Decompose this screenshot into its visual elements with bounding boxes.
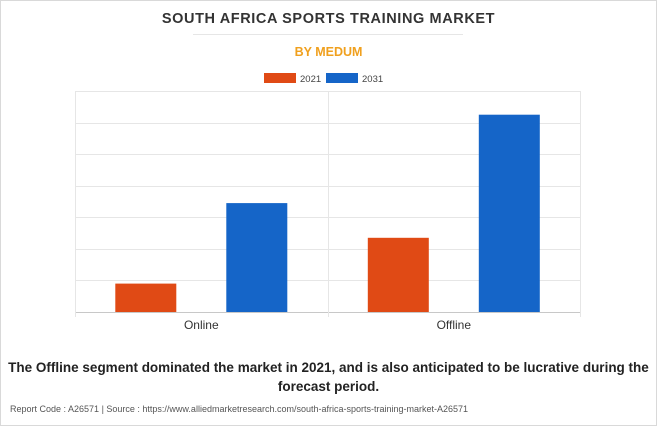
bar-online-2021 xyxy=(115,283,177,312)
legend-swatch-2031 xyxy=(326,73,358,83)
chart-caption: The Offline segment dominated the market… xyxy=(8,360,649,394)
legend-swatch-2021 xyxy=(264,73,296,83)
bar-offline-2031 xyxy=(478,114,540,312)
bar-chart: 2021 2031 Online Offline xyxy=(75,73,581,332)
chart-x-axis: Online Offline xyxy=(75,91,581,332)
chart-title: SOUTH AFRICA SPORTS TRAINING MARKET xyxy=(161,11,496,27)
chart-subtitle: BY MEDUM xyxy=(294,45,363,59)
x-tick-label: Online xyxy=(184,318,219,332)
chart-legend: 2021 2031 xyxy=(264,73,383,85)
legend-label-2021: 2021 xyxy=(300,74,321,85)
bar-online-2031 xyxy=(226,203,288,312)
title-divider xyxy=(193,34,463,35)
bar-offline-2021 xyxy=(367,237,429,312)
x-tick-label: Offline xyxy=(437,318,472,332)
chart-bars xyxy=(115,114,540,312)
report-footer: Report Code : A26571 | Source : https://… xyxy=(10,404,469,414)
legend-label-2031: 2031 xyxy=(362,74,383,85)
